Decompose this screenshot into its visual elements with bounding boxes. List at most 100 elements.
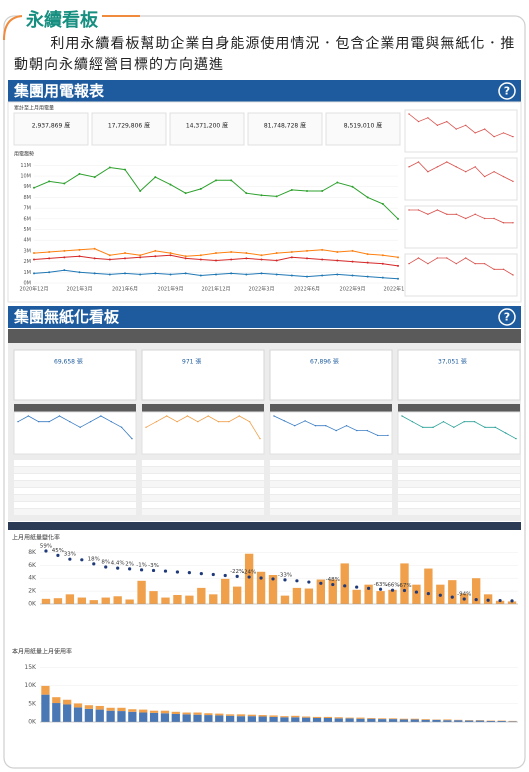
paper-table-row — [14, 488, 136, 494]
paper-table-row — [270, 481, 392, 487]
line-point — [351, 260, 354, 263]
paper-table-row — [142, 488, 264, 494]
data-label: 2% — [125, 561, 134, 567]
line-point — [321, 248, 324, 251]
spark-point — [436, 209, 439, 211]
line-point — [230, 250, 233, 253]
paper-table-row — [270, 460, 392, 466]
line-dot — [486, 598, 490, 602]
stacked-bar — [225, 714, 235, 716]
trend-title: 用電趨勢 — [14, 151, 34, 158]
y-tick-label: 0K — [28, 719, 37, 726]
spark-point — [417, 209, 420, 211]
stacked-bar — [215, 713, 224, 716]
spark-point — [408, 262, 410, 265]
frame-accent — [3, 15, 140, 41]
spark-point — [493, 217, 495, 220]
kpi-value: 8,519,010 度 — [344, 122, 382, 130]
spark-point — [417, 161, 420, 163]
line-dot — [390, 588, 395, 592]
stacked-bar — [269, 715, 278, 717]
spark-point — [38, 420, 40, 423]
line-dot — [199, 571, 203, 576]
line-point — [245, 192, 248, 195]
spark-point — [465, 257, 467, 259]
line-point — [260, 272, 263, 275]
data-label: -48% — [326, 577, 340, 583]
data-label: 8% — [101, 560, 110, 566]
spark-point — [483, 262, 486, 265]
line-point — [154, 272, 157, 275]
line-dot — [355, 585, 359, 589]
line-point — [381, 276, 384, 279]
spark-point — [502, 268, 505, 271]
line-point — [336, 273, 339, 276]
section-title: 集團無紙化看板 — [13, 308, 120, 326]
spark-point — [145, 426, 147, 429]
report-toolbar — [8, 522, 521, 530]
spark-point — [79, 426, 81, 429]
paper-table-row — [270, 488, 392, 494]
y-tick-label: 2M — [24, 259, 32, 265]
y-tick-label: 8K — [28, 549, 37, 556]
line-dot — [247, 575, 251, 579]
spark-box — [397, 411, 521, 455]
line-point — [108, 258, 111, 261]
bar — [340, 563, 349, 604]
bar — [448, 580, 457, 604]
spark-point — [465, 171, 467, 173]
spark-point — [493, 268, 495, 271]
spark-box — [269, 411, 393, 455]
line-point — [124, 272, 126, 275]
stacked-bar — [302, 717, 311, 722]
paper-trend-header — [14, 404, 136, 412]
line-point — [245, 257, 248, 260]
stacked-bar — [302, 716, 311, 718]
spark-point — [422, 426, 424, 429]
spark-box — [141, 411, 265, 455]
y-tick-label: 1M — [24, 270, 32, 276]
data-label: -67% — [397, 583, 411, 589]
line-point — [306, 190, 308, 193]
bar — [364, 584, 373, 604]
stacked-bar — [84, 705, 94, 709]
spark-line — [17, 415, 133, 439]
spark-line — [145, 415, 261, 439]
bar — [41, 598, 51, 604]
line-point — [215, 259, 217, 262]
stacked-bar — [95, 705, 104, 710]
spark-point — [493, 171, 495, 173]
line-dot — [175, 570, 180, 574]
y-tick-label: 0M — [24, 281, 32, 287]
line-point — [321, 190, 324, 193]
paper-table-row — [398, 495, 520, 501]
stacked-bar — [52, 697, 61, 704]
line-point — [397, 256, 399, 259]
section-title: 集團用電報表 — [13, 82, 105, 100]
stacked-bar — [171, 711, 180, 714]
help-icon[interactable] — [498, 82, 516, 100]
stacked-bar — [312, 717, 322, 722]
line-point — [169, 183, 172, 186]
line-point — [215, 252, 217, 255]
spark-point — [69, 420, 71, 423]
bar — [388, 589, 397, 604]
line-point — [381, 202, 384, 205]
y-tick-label: 10K — [24, 682, 37, 689]
line-dot — [211, 572, 215, 577]
line-dot — [414, 590, 419, 594]
y-tick-label: 3M — [24, 248, 32, 254]
spark-point — [417, 120, 420, 123]
line-dot — [295, 579, 299, 583]
stacked-bar — [421, 719, 430, 720]
spark-point — [515, 437, 517, 440]
help-icon[interactable] — [498, 308, 516, 326]
line-point — [397, 277, 399, 280]
paper-table-row — [398, 481, 520, 487]
data-label: 45% — [52, 548, 64, 554]
spark-point — [446, 120, 448, 123]
line-point — [93, 176, 96, 179]
line-point — [63, 256, 66, 259]
stacked-bar — [486, 720, 495, 722]
kpi-card — [325, 112, 401, 146]
